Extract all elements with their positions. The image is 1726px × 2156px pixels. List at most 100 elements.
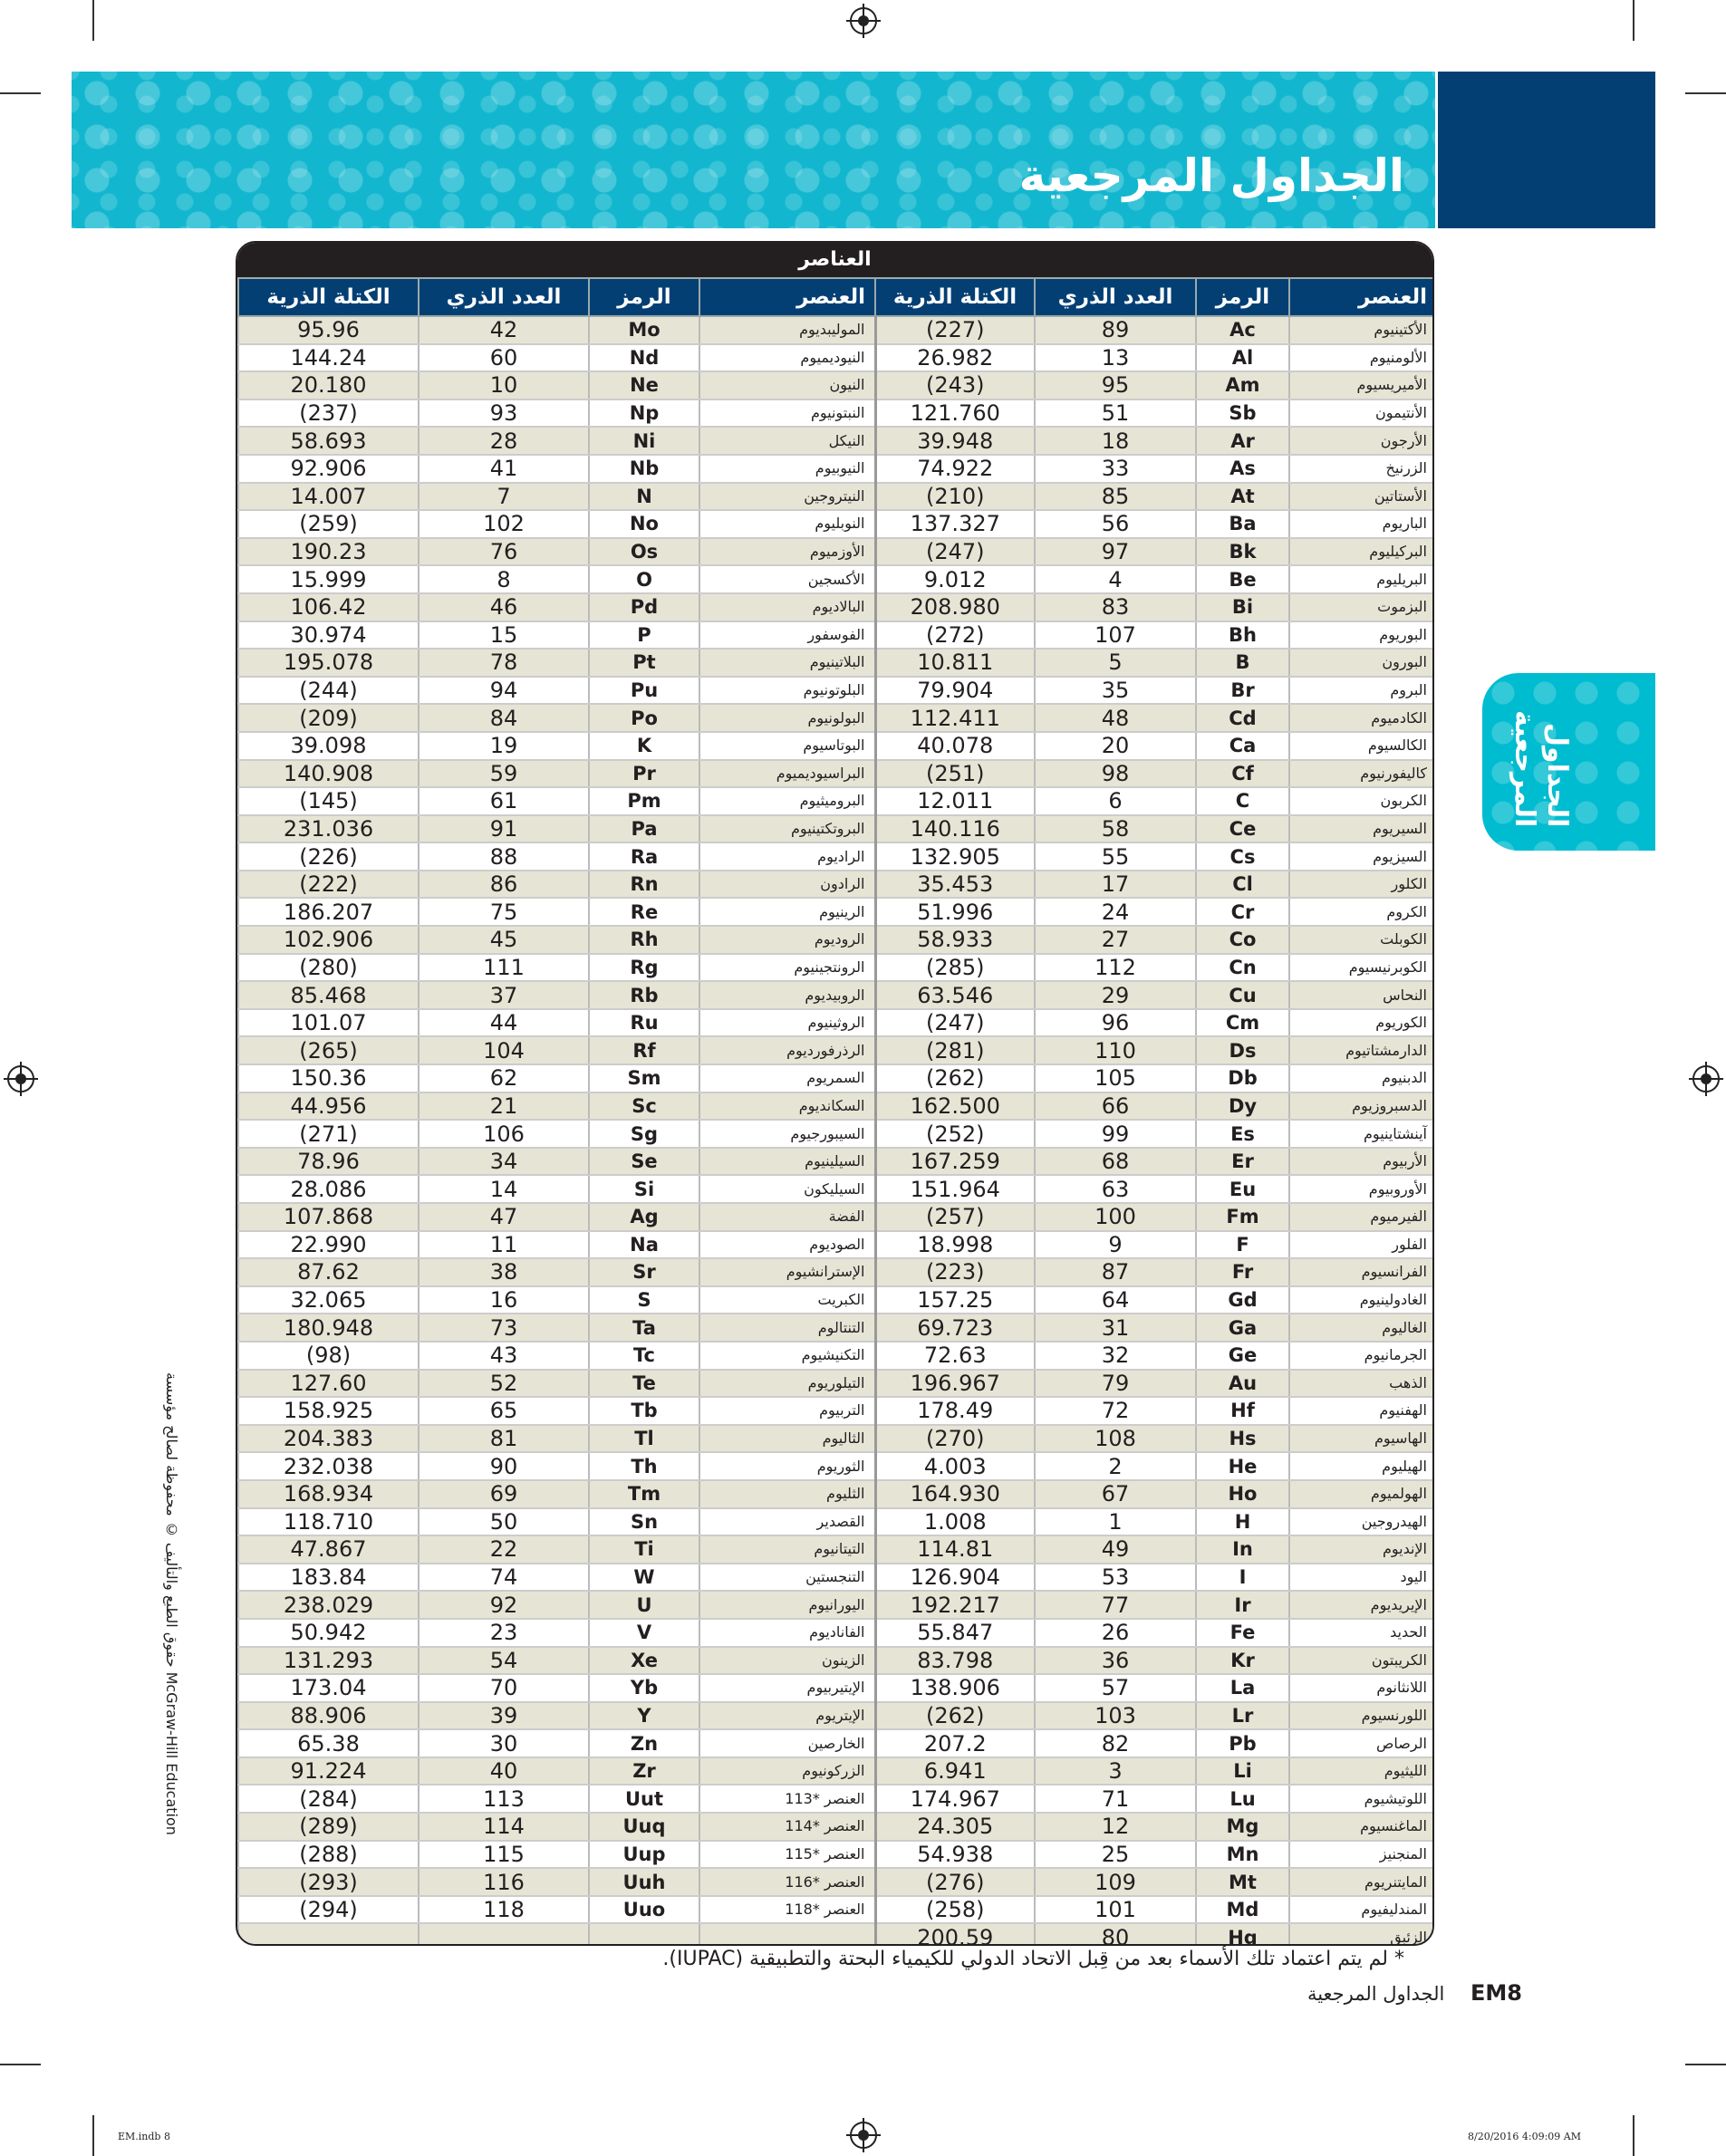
element-symbol: Np bbox=[588, 399, 700, 428]
atomic-mass: 26.982 bbox=[873, 343, 1036, 373]
element-symbol: Cm bbox=[1195, 1008, 1290, 1038]
element-symbol: Tc bbox=[588, 1341, 700, 1371]
element-name: الرونتجينيوم bbox=[699, 953, 876, 983]
table-row: الكوبلت Co 27 58.933 الروديوم Rh 45 102.906 bbox=[237, 926, 1432, 955]
atomic-number: 56 bbox=[1034, 510, 1197, 539]
table-row: الدسبروزيوم Dy 66 162.500 السكانديوم Sc 21 44.9… bbox=[237, 1092, 1432, 1121]
atomic-number: 2 bbox=[1034, 1452, 1197, 1481]
atomic-number: 98 bbox=[1034, 759, 1197, 789]
table-row: الكروم Cr 24 51.996 الرينيوم Re 75 186.207 bbox=[237, 898, 1432, 928]
element-symbol: Bi bbox=[1195, 592, 1290, 622]
atomic-number: 43 bbox=[418, 1341, 590, 1371]
table-row: الأربيوم Er 68 167.259 السيلينيوم Se 34 78.96 bbox=[237, 1147, 1432, 1177]
atomic-number: 109 bbox=[1034, 1868, 1197, 1897]
element-symbol: Rn bbox=[588, 870, 700, 900]
atomic-mass: 6.941 bbox=[873, 1757, 1036, 1786]
atomic-number: 54 bbox=[418, 1646, 590, 1676]
element-name: الكربون bbox=[1288, 787, 1432, 816]
table-row: الأنتيمون Sb 51 121.760 النبتونيوم Np 93 (237) bbox=[237, 399, 1432, 428]
element-symbol: Au bbox=[1195, 1369, 1290, 1399]
atomic-number: 64 bbox=[1034, 1285, 1197, 1315]
atomic-number: 92 bbox=[418, 1591, 590, 1620]
atomic-mass: 157.25 bbox=[873, 1285, 1036, 1315]
element-name: التيلوريوم bbox=[699, 1369, 876, 1399]
element-symbol: Rg bbox=[588, 953, 700, 983]
table-row: الهيليوم He 2 4.003 الثوريوم Th 90 232.038 bbox=[237, 1452, 1432, 1481]
atomic-mass: 39.098 bbox=[237, 731, 419, 761]
table-row: الزرنيخ As 33 74.922 النيوبيوم Nb 41 92.906 bbox=[237, 454, 1432, 484]
atomic-number: 19 bbox=[418, 731, 590, 761]
table-row: الكوبرنيسيوم Cn 112 (285) الرونتجينيوم Rg 111(… bbox=[237, 953, 1432, 983]
element-symbol: Uup bbox=[588, 1840, 700, 1870]
element-name: الغادولينيوم bbox=[1288, 1285, 1432, 1315]
element-symbol: Ce bbox=[1195, 814, 1290, 844]
table-title: العناصر bbox=[237, 243, 1432, 277]
atomic-number: 94 bbox=[418, 676, 590, 706]
element-name: الهيدروجين bbox=[1288, 1507, 1432, 1537]
element-name: الماغنسيوم bbox=[1288, 1813, 1432, 1842]
element-symbol: Te bbox=[588, 1369, 700, 1399]
element-name: النيكل bbox=[699, 427, 876, 456]
atomic-mass: (227) bbox=[873, 316, 1036, 345]
element-name: الأميريسيوم bbox=[1288, 371, 1432, 400]
element-symbol: S bbox=[588, 1285, 700, 1315]
element-symbol: Ni bbox=[588, 427, 700, 456]
element-symbol: Cu bbox=[1195, 981, 1290, 1010]
element-name: الغاليوم bbox=[1288, 1314, 1432, 1343]
atomic-mass: 192.217 bbox=[873, 1591, 1036, 1620]
atomic-number: 38 bbox=[418, 1258, 590, 1287]
crop-mark bbox=[1685, 92, 1726, 94]
atomic-mass: (293) bbox=[237, 1868, 419, 1897]
atomic-mass: (251) bbox=[873, 759, 1036, 789]
table-row: الهيدروجين H 1 1.008 القصدير Sn 50 118.710 bbox=[237, 1507, 1432, 1537]
atomic-mass: 114.81 bbox=[873, 1535, 1036, 1564]
atomic-number: 73 bbox=[418, 1314, 590, 1343]
element-symbol: Br bbox=[1195, 676, 1290, 706]
table-row: الباريوم Ba 56 137.327 النوبليوم No 102 (259) bbox=[237, 510, 1432, 539]
element-name: الثاليوم bbox=[699, 1424, 876, 1454]
element-symbol: Ga bbox=[1195, 1314, 1290, 1343]
element-name: الأكسجين bbox=[699, 565, 876, 594]
element-symbol: Tl bbox=[588, 1424, 700, 1454]
table-row: الفيرميوم Fm 100 (257) الفضة Ag 47 107.868 bbox=[237, 1203, 1432, 1232]
print-file-info: EM.indb 8 bbox=[118, 2131, 170, 2142]
atomic-number: 12 bbox=[1034, 1813, 1197, 1842]
element-symbol: No bbox=[588, 510, 700, 539]
element-name: التربيوم bbox=[699, 1397, 876, 1426]
atomic-mass: 101.07 bbox=[237, 1008, 419, 1038]
table-row: المنجنيز Mn 25 54.938 العنصر *115 Uup 115 (288) bbox=[237, 1840, 1432, 1870]
element-name: كاليفورنيوم bbox=[1288, 759, 1432, 789]
element-name: النحاس bbox=[1288, 981, 1432, 1010]
element-symbol: Mn bbox=[1195, 1840, 1290, 1870]
element-name: الفضة bbox=[699, 1203, 876, 1232]
atomic-mass: 131.293 bbox=[237, 1646, 419, 1676]
element-name: آينشتاينيوم bbox=[1288, 1120, 1432, 1149]
atomic-mass: 167.259 bbox=[873, 1147, 1036, 1177]
atomic-mass: 87.62 bbox=[237, 1258, 419, 1287]
element-name: العنصر *114 bbox=[699, 1813, 876, 1842]
table-row: الكربون C 6 12.011 البروميثيوم Pm 61 (145) bbox=[237, 787, 1432, 816]
element-name: الزركونيوم bbox=[699, 1757, 876, 1786]
atomic-number: 118 bbox=[418, 1895, 590, 1925]
element-name: الدسبروزيوم bbox=[1288, 1092, 1432, 1121]
atomic-mass: 1.008 bbox=[873, 1507, 1036, 1537]
atomic-mass: 168.934 bbox=[237, 1479, 419, 1509]
element-symbol: Pt bbox=[588, 649, 700, 678]
element-symbol: Er bbox=[1195, 1147, 1290, 1177]
atomic-number: 26 bbox=[1034, 1618, 1197, 1648]
element-name: البروتكتينيوم bbox=[699, 814, 876, 844]
table-row: الأوروبيوم Eu 63 151.964 السيليكون Si 14 28.086 bbox=[237, 1175, 1432, 1204]
page-number: EM8 bbox=[1470, 1980, 1522, 2006]
atomic-mass: 178.49 bbox=[873, 1397, 1036, 1426]
atomic-mass: 78.96 bbox=[237, 1147, 419, 1177]
header-banner-block bbox=[1438, 72, 1655, 228]
element-name: الفيرميوم bbox=[1288, 1203, 1432, 1232]
atomic-number: 59 bbox=[418, 759, 590, 789]
registration-mark-icon bbox=[4, 1062, 38, 1096]
atomic-number: 111 bbox=[418, 953, 590, 983]
element-name: الرينيوم bbox=[699, 898, 876, 928]
crop-mark bbox=[92, 2115, 94, 2156]
element-symbol: C bbox=[1195, 787, 1290, 816]
atomic-mass: (265) bbox=[237, 1036, 419, 1066]
atomic-mass: 190.23 bbox=[237, 537, 419, 567]
